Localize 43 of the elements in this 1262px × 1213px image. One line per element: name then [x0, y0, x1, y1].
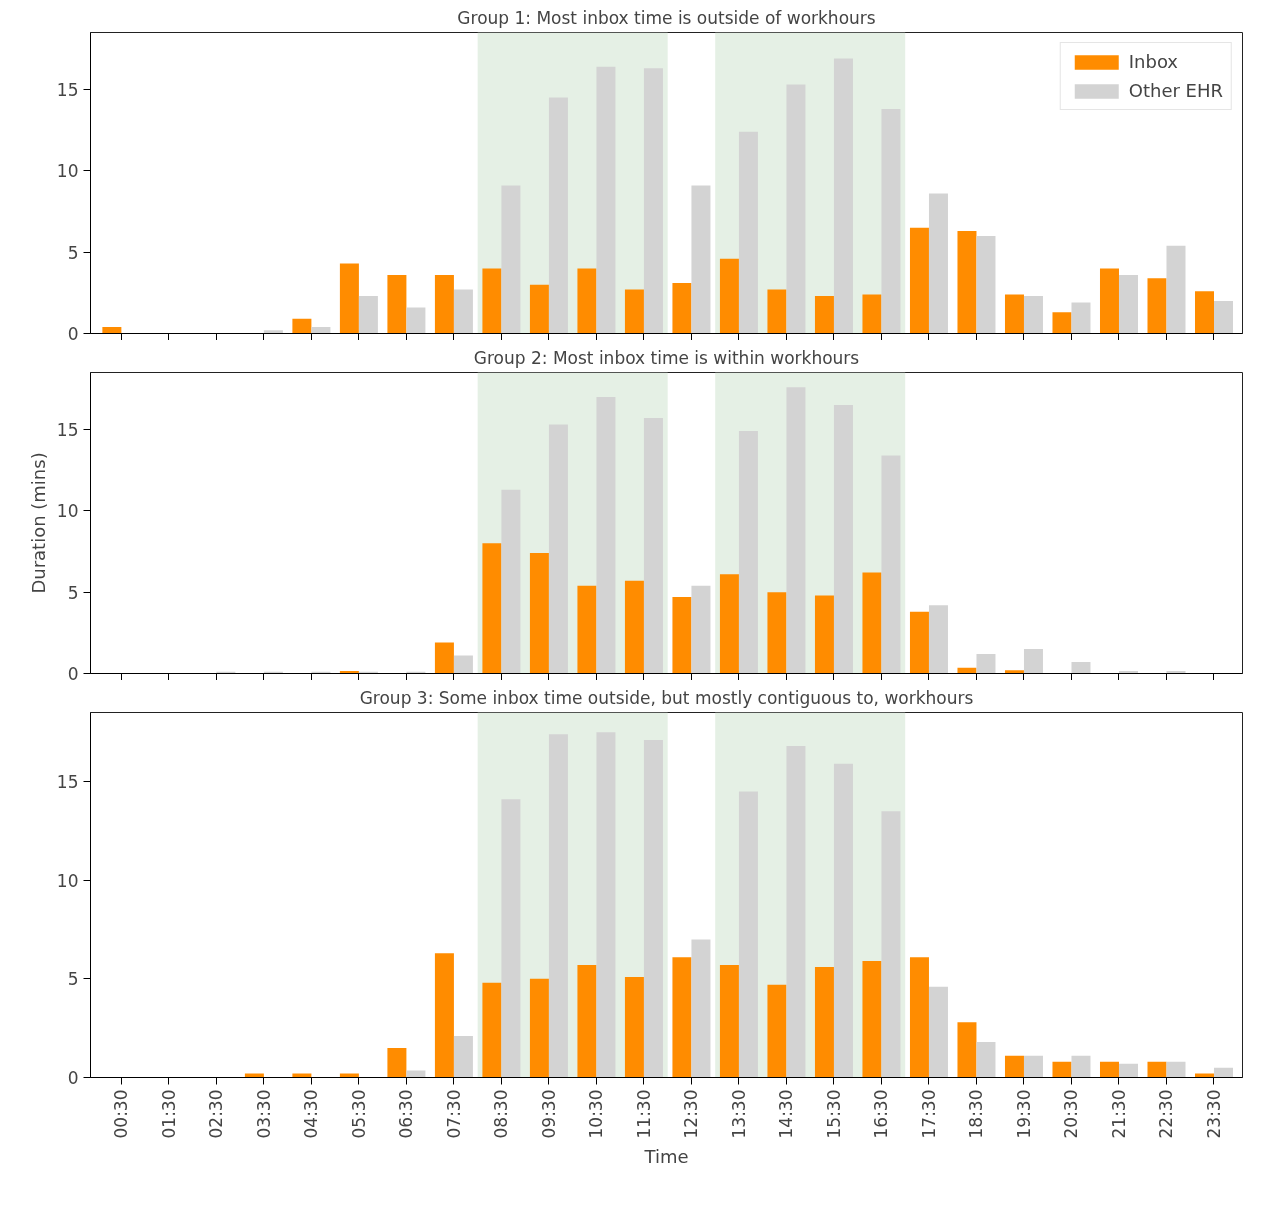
- x-tick-label: 16:30: [871, 1089, 892, 1139]
- y-tick-label: 10: [56, 870, 79, 891]
- x-tick-label: 01:30: [158, 1089, 179, 1139]
- y-tick-label: 5: [67, 969, 79, 990]
- x-tick-label: 07:30: [443, 1089, 464, 1139]
- x-tick-label: 11:30: [633, 1089, 654, 1139]
- x-tick-label: 15:30: [823, 1089, 844, 1139]
- y-tick-label: 0: [67, 324, 79, 344]
- y-tick-label: 15: [56, 772, 79, 793]
- x-tick-label: 03:30: [253, 1089, 274, 1139]
- x-tick-label: 08:30: [491, 1089, 512, 1139]
- legend-label: Inbox: [1128, 51, 1179, 72]
- x-tick-label: 20:30: [1061, 1089, 1082, 1139]
- chart-title: Group 3: Some inbox time outside, but mostly contiguous to, workhours: [359, 687, 974, 708]
- x-tick-label: 12:30: [681, 1089, 702, 1139]
- x-tick-label: 21:30: [1108, 1089, 1129, 1139]
- y-tick-label: 0: [67, 1068, 79, 1088]
- x-tick-label: 02:30: [206, 1089, 227, 1139]
- x-tick-label: 09:30: [538, 1089, 559, 1139]
- x-tick-label: 19:30: [1013, 1089, 1034, 1139]
- x-tick-label: 05:30: [348, 1089, 369, 1139]
- y-tick-label: 10: [56, 161, 79, 182]
- y-tick-label: 5: [67, 582, 79, 603]
- x-tick-label: 18:30: [966, 1089, 987, 1139]
- x-tick-label: 17:30: [918, 1089, 939, 1139]
- y-tick-label: 15: [56, 79, 79, 100]
- y-tick-label: 5: [67, 242, 79, 263]
- x-tick-label: 10:30: [586, 1089, 607, 1139]
- x-axis-title: Time: [643, 1146, 689, 1168]
- x-tick-label: 06:30: [396, 1089, 417, 1139]
- y-tick-label: 0: [67, 664, 79, 684]
- y-tick-label: 10: [56, 501, 79, 522]
- x-tick-label: 22:30: [1156, 1089, 1177, 1139]
- x-tick-label: 14:30: [776, 1089, 797, 1139]
- x-tick-label: 04:30: [301, 1089, 322, 1139]
- chart-title: Group 1: Most inbox time is outside of workhours: [457, 7, 876, 28]
- chart-title: Group 2: Most inbox time is within workhours: [473, 347, 860, 368]
- x-tick-label: 00:30: [111, 1089, 132, 1139]
- y-axis-title: Duration (mins): [27, 452, 49, 594]
- y-tick-label: 15: [56, 419, 79, 440]
- x-tick-label: 23:30: [1204, 1089, 1224, 1139]
- x-tick-label: 13:30: [728, 1089, 749, 1139]
- legend-label: Other EHR: [1128, 80, 1223, 101]
